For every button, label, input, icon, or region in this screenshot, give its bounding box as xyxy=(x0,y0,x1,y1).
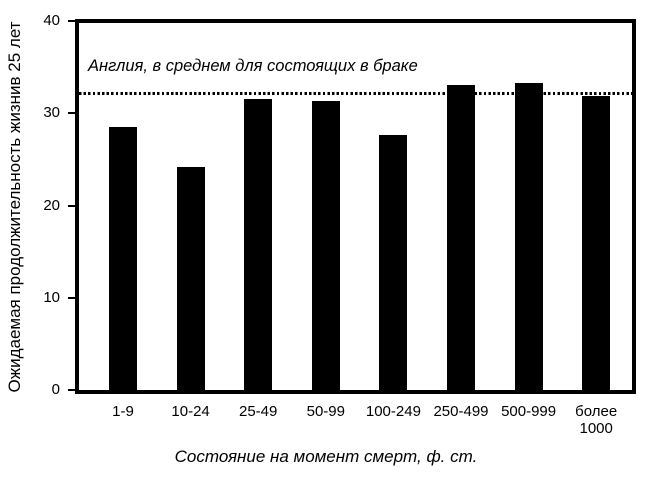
x-tick-label-50-99: 50-99 xyxy=(306,403,345,420)
reference-line-label: Англия, в среднем для состоящих в браке xyxy=(88,57,418,75)
y-tick-mark-0 xyxy=(68,389,76,391)
x-tick-label-25-49: 25-49 xyxy=(239,403,278,420)
bar-50-99 xyxy=(311,101,340,390)
bar-1-9 xyxy=(109,127,137,390)
y-tick-mark-10 xyxy=(68,296,76,299)
bar-500-999 xyxy=(514,82,543,390)
x-tick-label-500-999: 500-999 xyxy=(501,403,557,420)
bar-100-249 xyxy=(379,134,408,390)
x-tick-label-1-9: 1-9 xyxy=(112,403,134,420)
y-tick-mark-20 xyxy=(68,204,76,207)
y-tick-mark-30 xyxy=(68,112,76,115)
x-axis-title: Состояние на момент смерт, ф. ст. xyxy=(174,447,478,466)
x-tick-label-более 1000: более 1000 xyxy=(575,403,618,437)
y-tick-label-20: 20 xyxy=(43,196,60,214)
bar-более 1000 xyxy=(582,95,611,390)
bar-10-24 xyxy=(176,166,205,390)
y-tick-label-40: 40 xyxy=(43,12,60,30)
reference-dotted-line xyxy=(79,92,632,96)
bar-250-499 xyxy=(447,84,475,390)
y-tick-mark-40 xyxy=(68,20,76,23)
y-tick-label-30: 30 xyxy=(43,104,60,122)
x-tick-label-250-499: 250-499 xyxy=(433,403,489,420)
bar-25-49 xyxy=(244,98,273,390)
y-tick-label-0: 0 xyxy=(51,381,60,398)
y-tick-label-10: 10 xyxy=(43,288,60,306)
x-tick-label-100-249: 100-249 xyxy=(365,403,421,420)
x-tick-label-10-24: 10-24 xyxy=(171,403,210,420)
plot-area: Англия, в среднем для состоящих в браке xyxy=(75,19,636,394)
